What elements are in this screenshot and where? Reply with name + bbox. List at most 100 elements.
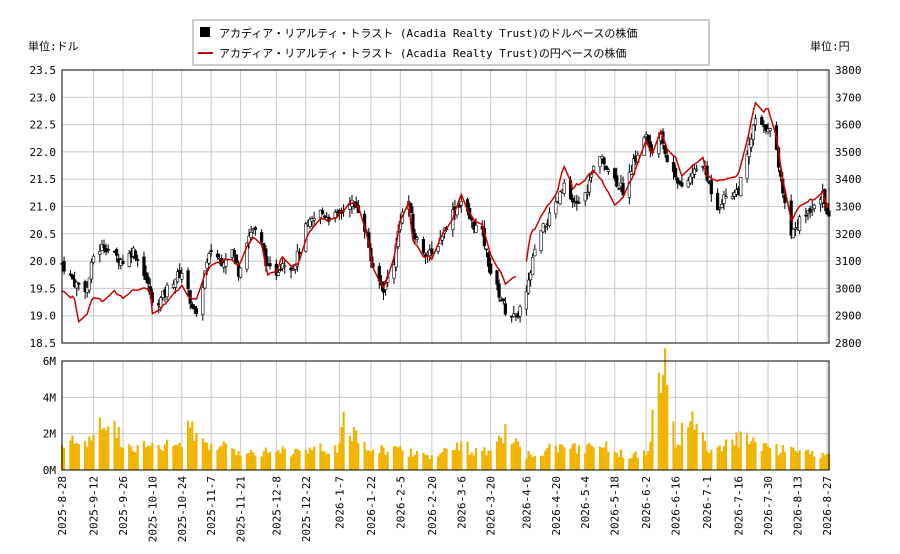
volume-bar: [371, 449, 375, 470]
volume-bar: [630, 458, 633, 470]
volume-bar: [819, 458, 822, 470]
volume-bar: [489, 450, 492, 470]
volume-bar: [105, 430, 108, 470]
volume-bar: [338, 443, 341, 470]
volume-bar: [613, 451, 616, 470]
x-tick-label: 2026-8-27: [821, 476, 834, 536]
volume-bar: [733, 445, 736, 470]
candle-body: [562, 182, 566, 194]
volume-bar: [144, 447, 148, 470]
volume-bar: [649, 441, 652, 470]
candle-body: [514, 313, 518, 316]
right-tick-label: 2900: [835, 310, 862, 323]
volume-bar: [485, 455, 488, 470]
volume-bar: [292, 453, 295, 470]
candle-body: [745, 154, 749, 179]
candle-body: [127, 253, 131, 267]
left-tick-label: 20.5: [30, 228, 57, 241]
legend-label-jpy: アカディア・リアルティ・トラスト (Acadia Realty Trust)の円…: [219, 46, 626, 60]
volume-bar: [107, 426, 110, 470]
volume-bar: [268, 451, 272, 470]
volume-bar: [706, 451, 709, 470]
volume-bar: [439, 453, 442, 470]
candle-body: [571, 197, 575, 203]
volume-bar: [724, 439, 728, 470]
candle-body: [278, 268, 283, 271]
volume-bar: [77, 444, 80, 470]
candle-body: [276, 272, 281, 276]
candle-body: [430, 248, 434, 255]
volume-bar: [191, 421, 194, 470]
volume-bar: [264, 447, 267, 470]
volume-bar: [84, 441, 87, 470]
x-tick-label: 2026-7-1: [701, 476, 714, 529]
x-tick-label: 2026-7-30: [762, 476, 775, 536]
volume-bar: [781, 445, 784, 470]
volume-bar: [327, 453, 330, 470]
x-tick-label: 2026-6-16: [670, 476, 683, 536]
volume-bar: [392, 446, 396, 470]
candle-body: [260, 232, 264, 243]
x-tick-label: 2026-2-5: [394, 476, 407, 529]
candle-body: [209, 250, 213, 252]
volume-bar: [207, 450, 211, 470]
volume-bar: [544, 450, 547, 470]
candle-body: [558, 191, 562, 205]
candle-body: [121, 260, 125, 265]
left-tick-label: 22.5: [30, 119, 57, 132]
volume-bar: [216, 449, 219, 470]
volume-bar: [115, 438, 118, 470]
volume-bar: [92, 434, 95, 470]
jpy-price-line: [61, 101, 830, 324]
volume-bar: [193, 440, 196, 470]
candle-body: [136, 259, 140, 261]
x-tick-label: 2025-11-21: [235, 476, 248, 542]
candle-body: [245, 242, 249, 270]
volume-bar: [592, 447, 595, 470]
right-tick-label: 3500: [835, 146, 862, 159]
candle-body: [615, 175, 619, 187]
volume-bar: [790, 446, 793, 470]
volume-bar: [731, 439, 734, 470]
x-tick-label: 2026-3-6: [455, 476, 468, 529]
volume-bar: [483, 447, 486, 470]
volume-bar: [443, 447, 446, 470]
volume-bar: [310, 450, 314, 470]
volume-bar: [178, 442, 181, 470]
volume-bar: [495, 441, 499, 470]
volume-bar: [556, 452, 560, 470]
candle-body: [604, 165, 608, 170]
volume-bar: [546, 447, 549, 470]
volume-bar: [325, 453, 328, 470]
volume-bar: [466, 441, 469, 470]
candle-body: [497, 283, 501, 298]
volume-bar: [453, 449, 457, 470]
candle-body: [68, 273, 73, 276]
right-tick-label: 3000: [835, 282, 862, 295]
candle-body: [730, 196, 734, 199]
volume-bar: [764, 443, 768, 470]
volume-bar: [481, 451, 484, 470]
volume-bar: [510, 444, 513, 470]
candle-body: [77, 282, 81, 285]
volume-bar: [779, 452, 782, 470]
volume-bar: [367, 450, 370, 470]
volume-tick-label: 6M: [43, 355, 57, 368]
volume-bar: [172, 445, 175, 470]
volume-bar: [603, 447, 606, 470]
x-tick-label: 2026-1-22: [365, 476, 378, 536]
volume-bar: [689, 421, 692, 470]
axes: 18.5 19.0 19.5 20.0 20.5 21.0 21.5 22.0 22.5 23.0…: [30, 64, 862, 542]
candle-body: [295, 250, 299, 267]
volume-bar: [632, 453, 635, 470]
volume-bar: [195, 432, 198, 470]
volume-bar: [798, 450, 801, 470]
volume-bar: [586, 444, 589, 470]
volume-bar: [561, 444, 564, 470]
candle-body: [98, 251, 102, 255]
price-panel-frame: [61, 69, 830, 344]
volume-bar: [554, 445, 557, 470]
x-tick-label: 2026-5-4: [579, 476, 592, 529]
volume-bar: [283, 448, 286, 470]
volume-bar: [69, 440, 72, 470]
